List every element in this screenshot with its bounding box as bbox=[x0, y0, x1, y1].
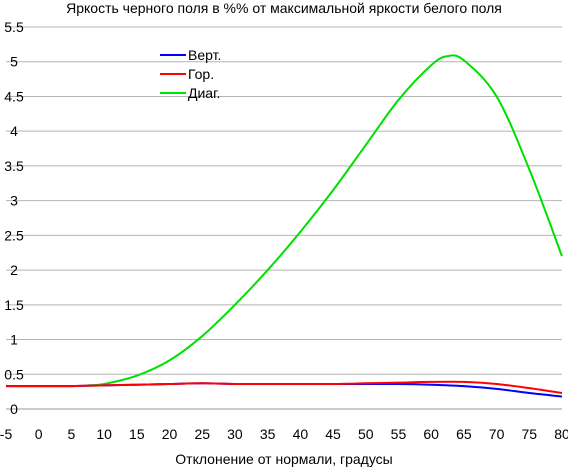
y-tick-labels: 0 0.5 1 1.5 2 2.5 3 3.5 4 4.5 5 5.5 bbox=[4, 19, 24, 417]
y-tick-label: 4.5 bbox=[4, 88, 24, 104]
x-tick-labels: -5 0 5 10 15 20 25 30 35 40 45 50 55 60 65 70 75 80 bbox=[0, 426, 568, 442]
x-tick-label: 40 bbox=[293, 426, 309, 442]
grid bbox=[6, 26, 562, 410]
x-tick-label: 65 bbox=[456, 426, 472, 442]
legend: Верт. Гор. Диаг. bbox=[160, 47, 221, 101]
x-tick-label: 80 bbox=[554, 426, 568, 442]
legend-label: Гор. bbox=[188, 66, 214, 82]
y-tick-label: 5.5 bbox=[4, 19, 24, 35]
x-tick-label: 15 bbox=[129, 426, 145, 442]
y-tick-label: 0.5 bbox=[4, 366, 24, 382]
chart-title: Яркость черного поля в %% от максимально… bbox=[66, 0, 502, 16]
y-tick-label: 0 bbox=[10, 401, 18, 417]
y-tick-label: 4 bbox=[10, 123, 18, 139]
x-tick-label: 5 bbox=[68, 426, 76, 442]
x-tick-label: 25 bbox=[194, 426, 210, 442]
legend-label: Диаг. bbox=[188, 85, 220, 101]
x-tick-label: 70 bbox=[489, 426, 505, 442]
x-tick-label: 45 bbox=[325, 426, 341, 442]
y-tick-label: 3 bbox=[10, 193, 18, 209]
x-tick-label: 20 bbox=[162, 426, 178, 442]
x-tick-label: 50 bbox=[358, 426, 374, 442]
x-tick-label: 35 bbox=[260, 426, 276, 442]
x-tick-label: -5 bbox=[0, 426, 12, 442]
y-tick-label: 2.5 bbox=[4, 227, 24, 243]
x-tick-label: 55 bbox=[391, 426, 407, 442]
x-axis-label: Отклонение от нормали, градусы bbox=[175, 451, 392, 467]
y-tick-label: 5 bbox=[10, 54, 18, 70]
y-tick-label: 1.5 bbox=[4, 297, 24, 313]
series-line-2 bbox=[5, 380, 563, 395]
series-lines bbox=[5, 54, 563, 398]
series-line-3 bbox=[87, 54, 563, 387]
y-tick-label: 2 bbox=[10, 262, 18, 278]
legend-label: Верт. bbox=[188, 47, 221, 63]
y-tick-label: 1 bbox=[10, 332, 18, 348]
x-tick-label: 75 bbox=[522, 426, 538, 442]
x-tick-label: 30 bbox=[227, 426, 243, 442]
x-tick-label: 60 bbox=[423, 426, 439, 442]
x-tick-label: 10 bbox=[96, 426, 112, 442]
x-tick-label: 0 bbox=[35, 426, 43, 442]
y-tick-label: 3.5 bbox=[4, 158, 24, 174]
